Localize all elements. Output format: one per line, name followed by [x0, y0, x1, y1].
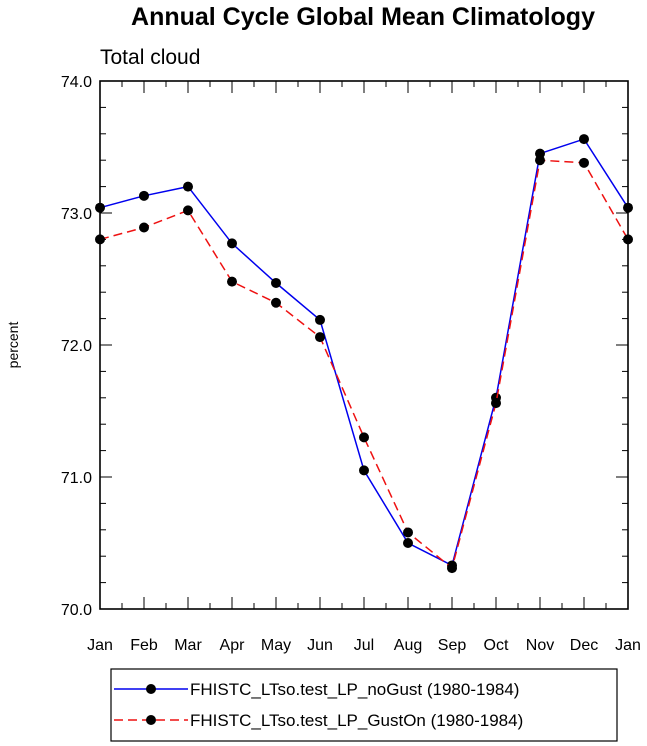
- y-tick-label: 70.0: [61, 602, 92, 619]
- series-1-point: [491, 398, 501, 409]
- series-line-0: [99, 138, 629, 567]
- legend-marker-0: [146, 684, 156, 694]
- series-1-point: [403, 527, 413, 538]
- y-axis-label: percent: [5, 322, 21, 369]
- series-layer: [95, 134, 633, 574]
- x-tick-label: Aug: [394, 637, 422, 654]
- plot-frame: [99, 80, 629, 610]
- x-tick-label: Sep: [438, 637, 467, 654]
- series-0-point: [139, 190, 149, 201]
- legend-box: [110, 668, 618, 742]
- series-0-point: [359, 465, 369, 476]
- ticks-layer: 70.0 71.0 72.0 73.0 74.0 Jan Feb Mar Apr May Jun Ju…: [61, 74, 641, 654]
- y-tick-label: 72.0: [61, 338, 92, 355]
- x-tick-label: Dec: [570, 637, 598, 654]
- series-0-point: [271, 277, 281, 288]
- x-tick-label: Feb: [130, 637, 158, 654]
- x-tick-label: Nov: [526, 637, 554, 654]
- x-tick-label: Jan: [87, 637, 113, 654]
- series-1-point: [447, 563, 457, 574]
- x-tick-label: Oct: [484, 637, 509, 654]
- legend-label-0: FHISTC_LTso.test_LP_noGust (1980-1984): [190, 680, 519, 699]
- y-tick-label: 71.0: [61, 470, 92, 487]
- series-line-1: [99, 159, 629, 570]
- series-0-point: [403, 538, 413, 548]
- x-tick-label: Apr: [220, 637, 246, 654]
- series-1-point: [139, 222, 149, 233]
- legend-label-1: FHISTC_LTso.test_LP_GustOn (1980-1984): [190, 711, 523, 730]
- series-1-point: [271, 297, 281, 308]
- x-tick-label: May: [261, 637, 291, 654]
- series-1-point: [183, 205, 193, 216]
- chart-subtitle: Total cloud: [100, 46, 200, 69]
- series-1-point: [359, 432, 369, 443]
- y-tick-label: 74.0: [61, 74, 92, 91]
- series-0-point: [623, 202, 633, 213]
- series-0-point: [579, 134, 589, 145]
- x-tick-label: Jan: [615, 637, 641, 654]
- legend: FHISTC_LTso.test_LP_noGust (1980-1984) F…: [110, 668, 618, 742]
- x-tick-label: Mar: [174, 637, 202, 654]
- legend-marker-1: [146, 715, 156, 725]
- series-1-point: [315, 332, 325, 343]
- y-tick-label: 73.0: [61, 206, 92, 223]
- chart-title: Annual Cycle Global Mean Climatology: [131, 3, 595, 31]
- series-1-point: [623, 234, 633, 245]
- series-1-point: [95, 234, 105, 245]
- series-1-point: [227, 276, 237, 287]
- series-0-point: [95, 202, 105, 213]
- x-tick-label: Jun: [307, 637, 333, 654]
- series-0-point: [183, 181, 193, 192]
- series-1-point: [579, 157, 589, 168]
- series-1-point: [535, 155, 545, 166]
- series-0-point: [227, 238, 237, 249]
- x-tick-label: Jul: [354, 637, 374, 654]
- series-0-point: [315, 314, 325, 325]
